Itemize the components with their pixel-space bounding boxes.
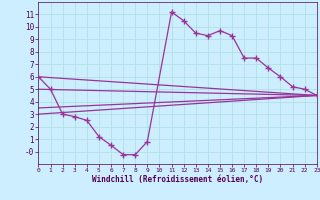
X-axis label: Windchill (Refroidissement éolien,°C): Windchill (Refroidissement éolien,°C) xyxy=(92,175,263,184)
